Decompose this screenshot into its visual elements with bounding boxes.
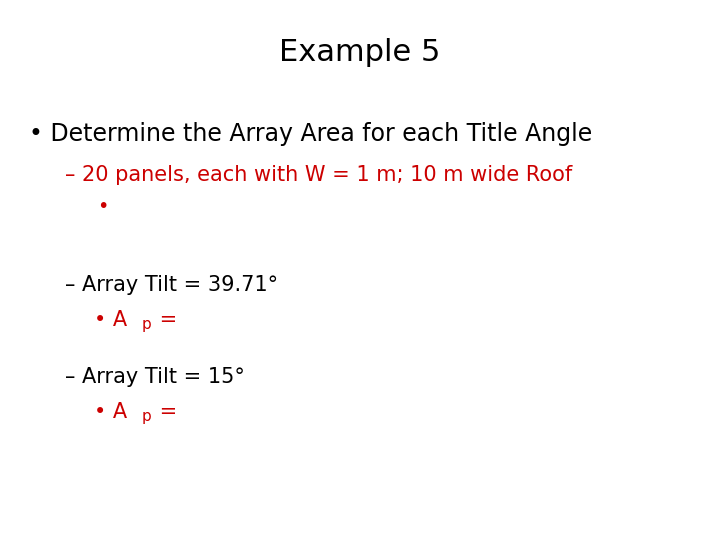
Text: – Array Tilt = 15°: – Array Tilt = 15° (65, 367, 245, 387)
Text: =: = (153, 310, 178, 330)
Text: •: • (97, 197, 109, 216)
Text: • A: • A (94, 310, 127, 330)
Text: • Determine the Array Area for each Title Angle: • Determine the Array Area for each Titl… (29, 122, 592, 145)
Text: p: p (142, 317, 152, 332)
Text: – Array Tilt = 39.71°: – Array Tilt = 39.71° (65, 275, 278, 295)
Text: – 20 panels, each with W = 1 m; 10 m wide Roof: – 20 panels, each with W = 1 m; 10 m wid… (65, 165, 572, 185)
Text: • A: • A (94, 402, 127, 422)
Text: =: = (153, 402, 178, 422)
Text: p: p (142, 409, 152, 424)
Text: Example 5: Example 5 (279, 38, 441, 67)
